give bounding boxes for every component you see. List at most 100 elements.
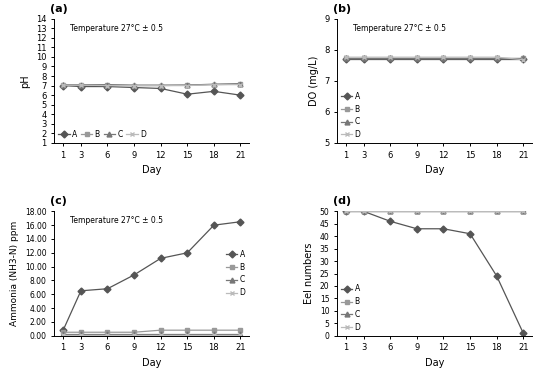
C [157, 83, 164, 87]
A [184, 251, 191, 255]
A [361, 57, 367, 61]
C [343, 56, 349, 60]
D [343, 55, 349, 59]
B [494, 209, 500, 214]
Line: B: B [61, 82, 243, 88]
A [494, 274, 500, 278]
A [78, 84, 84, 89]
A [387, 57, 394, 61]
D [211, 82, 217, 87]
D [494, 55, 500, 59]
B [131, 330, 137, 335]
A [440, 226, 447, 231]
C [414, 56, 420, 60]
D [467, 209, 473, 214]
C [361, 56, 367, 60]
C [211, 82, 217, 87]
D [467, 55, 473, 59]
Line: C: C [61, 81, 243, 88]
D [414, 209, 420, 214]
D [387, 209, 394, 214]
B [520, 56, 527, 61]
D [361, 55, 367, 59]
B [361, 56, 367, 61]
C [237, 331, 244, 336]
D [520, 209, 527, 214]
D [157, 332, 164, 337]
Line: C: C [344, 55, 526, 60]
A [440, 57, 447, 61]
A [184, 92, 191, 97]
D [343, 209, 349, 214]
D [211, 332, 217, 337]
D [78, 332, 84, 337]
A [237, 219, 244, 224]
A [343, 57, 349, 61]
Line: A: A [61, 83, 243, 98]
X-axis label: Day: Day [142, 165, 161, 175]
C [440, 56, 447, 60]
C [184, 83, 191, 87]
B [184, 328, 191, 332]
D [131, 332, 137, 337]
A [467, 57, 473, 61]
B [157, 328, 164, 332]
X-axis label: Day: Day [142, 358, 161, 368]
B [387, 56, 394, 61]
C [387, 56, 394, 60]
B [414, 209, 420, 214]
C [104, 82, 111, 87]
C [60, 331, 66, 336]
D [131, 83, 137, 88]
Line: D: D [61, 332, 243, 337]
A [211, 223, 217, 228]
A [414, 57, 420, 61]
Y-axis label: DO (mg/L): DO (mg/L) [308, 56, 319, 106]
B [343, 56, 349, 61]
D [184, 83, 191, 88]
D [104, 83, 111, 88]
C [343, 209, 349, 214]
B [60, 330, 66, 335]
D [440, 209, 447, 214]
C [494, 56, 500, 60]
D [60, 83, 66, 87]
C [60, 82, 66, 87]
A [157, 256, 164, 261]
Line: A: A [61, 219, 243, 333]
A [131, 85, 137, 90]
A [104, 84, 111, 89]
C [157, 331, 164, 336]
A [104, 286, 111, 291]
C [78, 331, 84, 336]
B [440, 209, 447, 214]
Text: (d): (d) [333, 197, 351, 206]
C [131, 83, 137, 87]
D [184, 332, 191, 337]
Line: C: C [61, 331, 243, 336]
C [440, 209, 447, 214]
Legend: A, B, C, D: A, B, C, D [341, 92, 361, 139]
D [78, 83, 84, 87]
D [494, 209, 500, 214]
D [237, 332, 244, 337]
B [467, 209, 473, 214]
Text: Temperature 27°C ± 0.5: Temperature 27°C ± 0.5 [353, 23, 446, 32]
B [157, 83, 164, 88]
A [414, 226, 420, 231]
A [131, 273, 137, 277]
D [60, 332, 66, 337]
C [184, 331, 191, 336]
D [157, 83, 164, 88]
C [237, 81, 244, 86]
B [211, 328, 217, 332]
Line: A: A [344, 57, 526, 62]
Text: (a): (a) [50, 4, 68, 14]
Text: Temperature 27°C ± 0.5: Temperature 27°C ± 0.5 [70, 23, 163, 32]
Line: A: A [344, 209, 526, 336]
C [78, 82, 84, 87]
B [237, 328, 244, 332]
Y-axis label: Ammonia (NH3-N) ppm: Ammonia (NH3-N) ppm [10, 221, 20, 326]
Legend: A, B, C, D: A, B, C, D [226, 250, 245, 297]
C [520, 56, 527, 60]
